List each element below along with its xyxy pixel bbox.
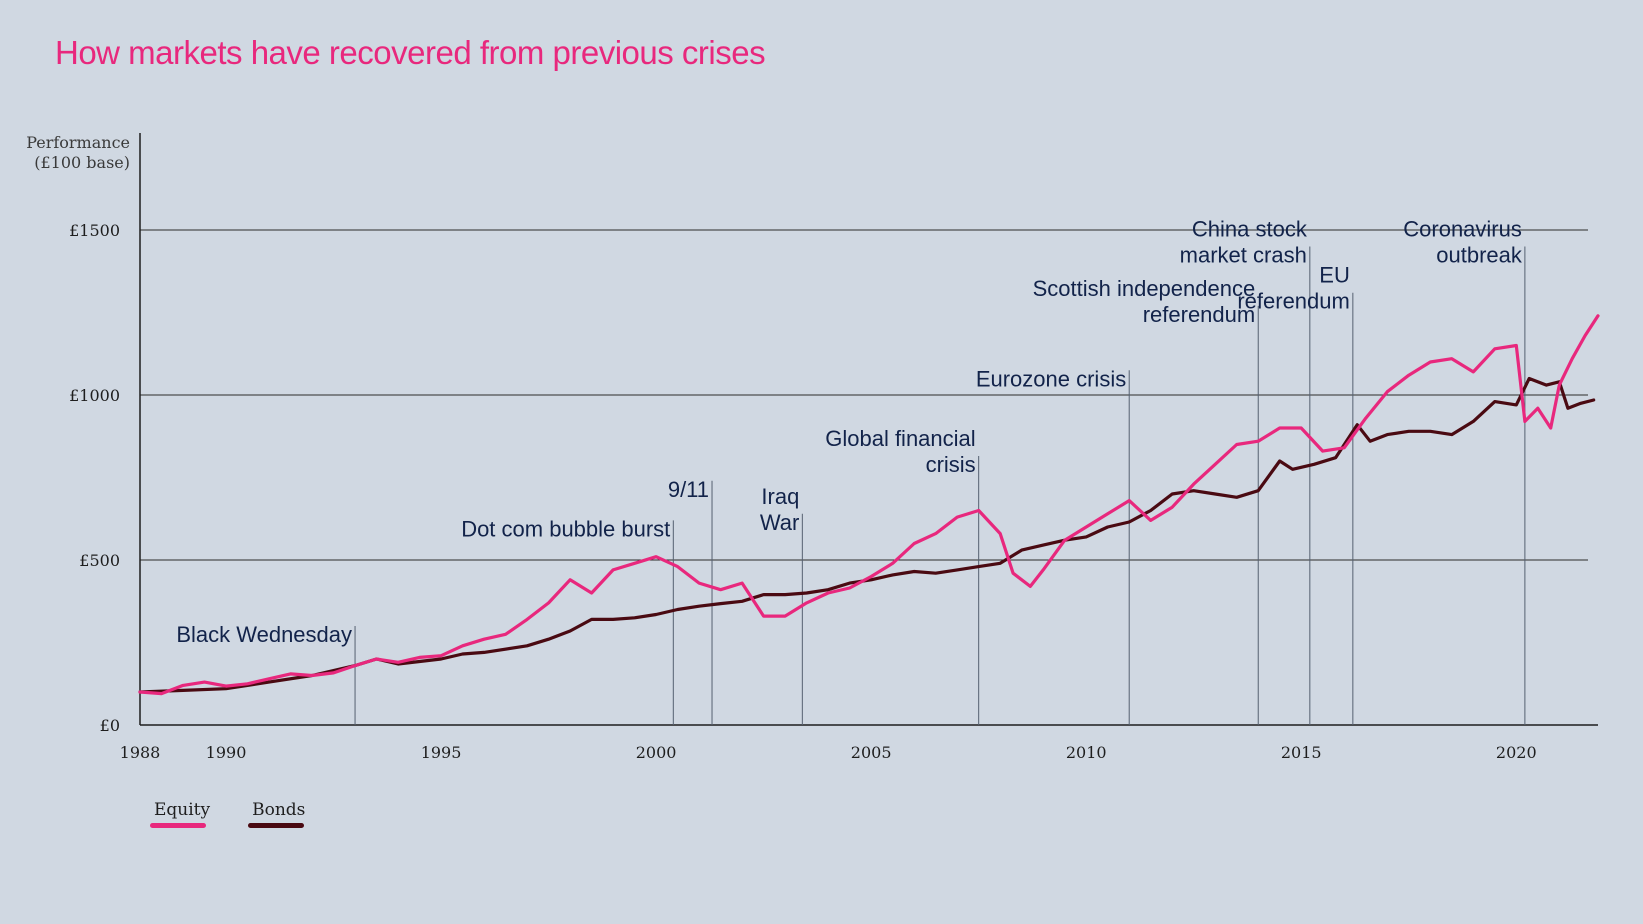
y-tick-label: £0 bbox=[100, 716, 120, 735]
annotation-label: Global financial bbox=[825, 426, 975, 451]
legend-item-bonds: Bonds bbox=[248, 800, 309, 828]
series-line-equity bbox=[138, 314, 1600, 696]
series-line-bonds bbox=[138, 376, 1596, 694]
legend-item-equity: Equity bbox=[150, 800, 214, 828]
annotation-label: outbreak bbox=[1436, 243, 1523, 268]
legend-label-bonds: Bonds bbox=[252, 800, 306, 820]
x-tick-label: 1990 bbox=[206, 743, 247, 762]
annotation-label: Dot com bubble burst bbox=[461, 516, 670, 541]
y-tick-label: £1000 bbox=[69, 386, 120, 405]
y-axis-label: (£100 base) bbox=[34, 153, 130, 172]
x-tick-label: 2005 bbox=[851, 743, 892, 762]
x-tick-label: 2020 bbox=[1496, 743, 1537, 762]
y-axis-label: Performance bbox=[26, 133, 130, 152]
annotation-label: referendum bbox=[1143, 302, 1256, 327]
annotation-label: crisis bbox=[926, 452, 976, 477]
annotation-label: market crash bbox=[1180, 243, 1307, 268]
legend-label-equity: Equity bbox=[154, 800, 211, 820]
y-tick-label: £1500 bbox=[69, 221, 120, 240]
legend-swatch-bonds bbox=[248, 823, 305, 828]
x-tick-label: 2000 bbox=[636, 743, 677, 762]
annotation-label: War bbox=[760, 510, 800, 535]
y-tick-label: £500 bbox=[79, 551, 120, 570]
legend: Equity Bonds bbox=[150, 800, 309, 828]
chart-title: How markets have recovered from previous… bbox=[55, 34, 766, 71]
annotation-label: EU bbox=[1319, 263, 1350, 288]
legend-swatch-equity bbox=[150, 823, 206, 828]
annotation-label: China stock bbox=[1192, 217, 1308, 242]
annotation-label: referendum bbox=[1237, 289, 1350, 314]
annotation-label: 9/11 bbox=[668, 477, 709, 502]
annotation-label: Black Wednesday bbox=[176, 622, 352, 647]
annotation-label: Iraq bbox=[761, 484, 799, 509]
x-tick-label: 2010 bbox=[1066, 743, 1107, 762]
annotation-label: Coronavirus bbox=[1403, 217, 1522, 242]
annotation-label: Scottish independence bbox=[1033, 276, 1256, 301]
x-tick-label: 1988 bbox=[120, 743, 161, 762]
x-tick-label: 2015 bbox=[1281, 743, 1322, 762]
x-tick-label: 1995 bbox=[421, 743, 462, 762]
annotation-label: Eurozone crisis bbox=[976, 366, 1126, 391]
